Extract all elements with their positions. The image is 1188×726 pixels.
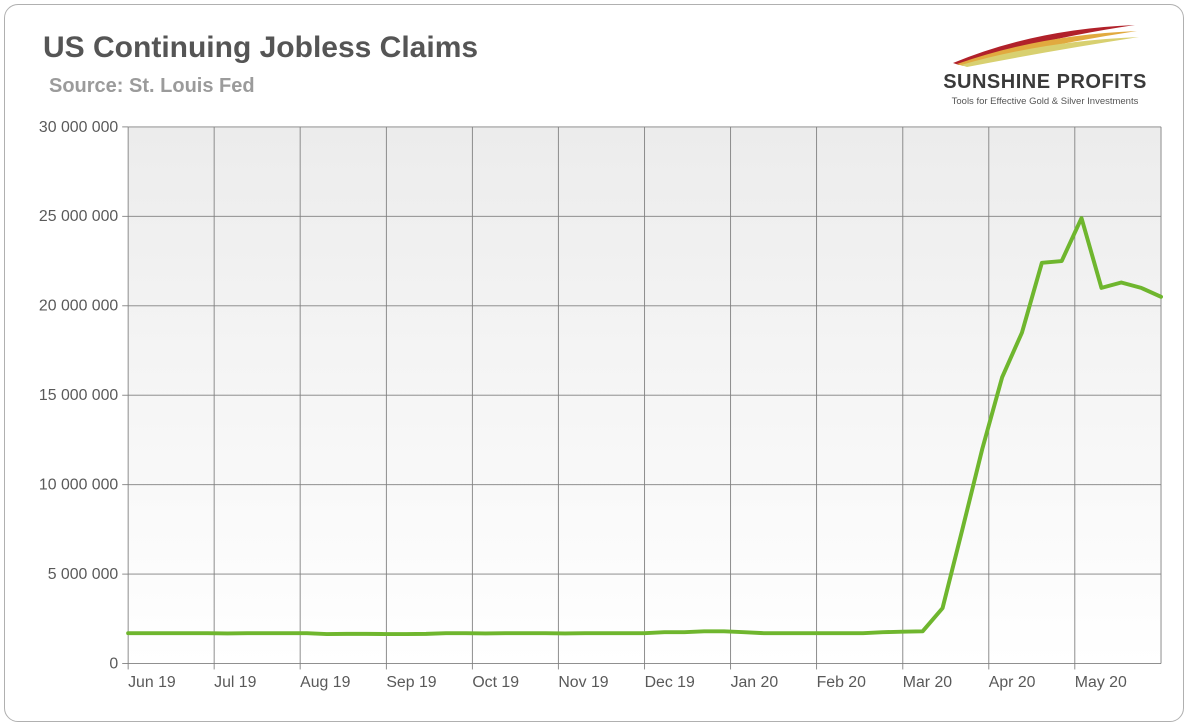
svg-text:Nov 19: Nov 19 [558,674,608,691]
svg-text:Feb 20: Feb 20 [817,674,867,691]
svg-text:20 000 000: 20 000 000 [39,298,119,315]
svg-text:0: 0 [109,656,118,673]
svg-text:Jan 20: Jan 20 [731,674,779,691]
logo-tagline: Tools for Effective Gold & Silver Invest… [925,96,1165,107]
line-chart-svg: 0 5 000 000 10 000 000 15 000 000 20 000 000… [31,121,1163,695]
logo-swoosh-icon [945,23,1145,69]
svg-text:Oct 19: Oct 19 [472,674,519,691]
svg-text:Aug 19: Aug 19 [300,674,350,691]
chart-title: US Continuing Jobless Claims [43,31,478,65]
svg-text:Mar 20: Mar 20 [903,674,953,691]
brand-logo: SUNSHINE PROFITS Tools for Effective Gol… [925,23,1165,107]
chart-frame: US Continuing Jobless Claims Source: St.… [4,4,1184,722]
svg-text:Sep 19: Sep 19 [386,674,436,691]
svg-text:May 20: May 20 [1075,674,1127,691]
svg-text:Jul 19: Jul 19 [214,674,257,691]
svg-text:Dec 19: Dec 19 [645,674,695,691]
svg-text:15 000 000: 15 000 000 [39,387,119,404]
chart-subtitle: Source: St. Louis Fed [49,75,255,98]
plot-area: 0 5 000 000 10 000 000 15 000 000 20 000 000… [31,121,1163,695]
svg-text:5 000 000: 5 000 000 [48,566,119,583]
svg-text:25 000 000: 25 000 000 [39,208,119,225]
svg-text:10 000 000: 10 000 000 [39,477,119,494]
logo-brand-text: SUNSHINE PROFITS [925,71,1165,94]
svg-text:Apr 20: Apr 20 [989,674,1036,691]
svg-text:30 000 000: 30 000 000 [39,121,119,136]
svg-text:Jun 19: Jun 19 [128,674,176,691]
